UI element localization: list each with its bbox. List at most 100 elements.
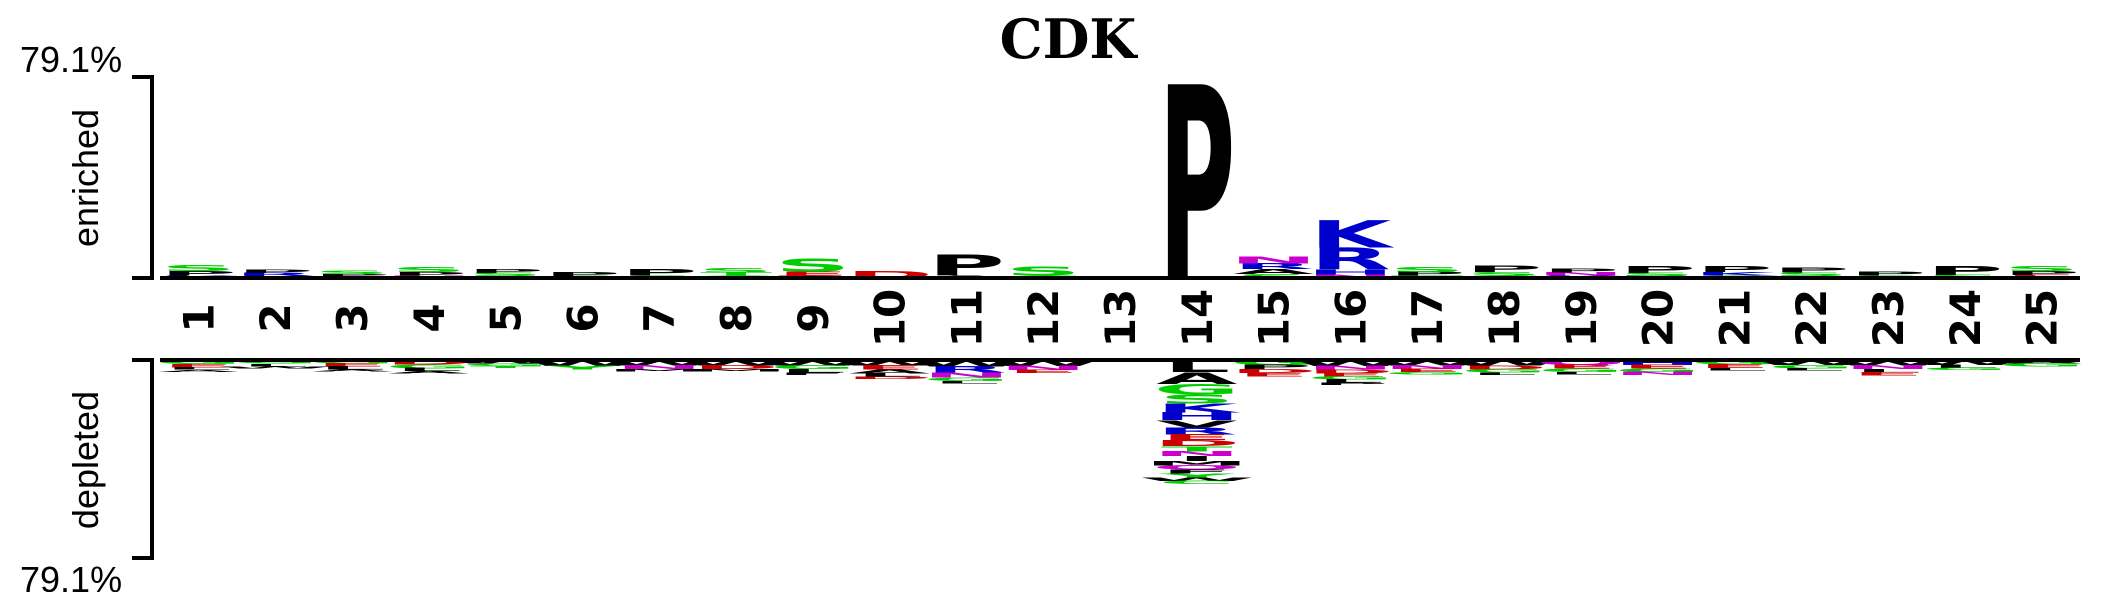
position-label-4: 4 [405, 303, 454, 332]
depleted-letter-11-L: L [933, 380, 1000, 384]
depleted-letter-11-W: W [908, 358, 1024, 368]
enriched-axis-label: enriched [65, 109, 106, 247]
depleted-letter-4-L: L [395, 367, 462, 372]
enriched-letter-25-S: S [2004, 264, 2080, 273]
enriched-letter-8-T: T [700, 272, 772, 277]
depleted-letter-16-W: W [1292, 358, 1408, 367]
enriched-letter-9-S: S [775, 255, 851, 275]
depleted-letter-21-G: G [1691, 359, 1777, 366]
depleted-letter-8-D: D [692, 364, 779, 370]
depleted-letter-19-Q: Q [1536, 359, 1626, 367]
depleted-letter-14-F: F [1161, 469, 1233, 475]
depleted-letter-14-W: W [1139, 477, 1255, 482]
enriched-letter-15-R: R [1233, 262, 1314, 271]
depleted-letter-15-G: G [1230, 359, 1316, 367]
depleted-letter-23-L: L [1854, 368, 1921, 373]
depleted-letter-11-N: N [922, 371, 1010, 379]
position-label-12: 12 [1019, 289, 1068, 347]
position-label-8: 8 [712, 303, 761, 332]
enriched-letter-7-P: P [621, 268, 698, 278]
depleted-letter-6-W: W [524, 358, 640, 367]
depleted-letter-10-E: E [854, 364, 926, 371]
depleted-letter-20-H: H [1614, 359, 1702, 367]
position-label-17: 17 [1403, 289, 1452, 347]
depleted-letter-23-W: W [1830, 359, 1946, 368]
depleted-letter-19-E: E [1545, 364, 1617, 370]
enriched-letter-9-E: E [777, 271, 849, 277]
depleted-letter-14-R: R [1156, 426, 1237, 437]
position-label-13: 13 [1096, 289, 1145, 347]
enriched-letter-12-S: S [1005, 264, 1081, 279]
depleted-letter-14-C: C [1158, 480, 1235, 485]
depleted-letter-7-M: M [607, 368, 712, 372]
depleted-letter-10-W: W [832, 359, 948, 368]
depleted-letter-14-Q: Q [1152, 464, 1242, 471]
depleted-letter-19-G: G [1538, 368, 1624, 373]
position-label-22: 22 [1787, 289, 1836, 347]
depleted-letter-23-E: E [1852, 372, 1924, 377]
enriched-letter-17-S: S [1389, 265, 1465, 274]
depleted-letter-1-E: E [162, 363, 234, 368]
baselines [160, 276, 2080, 362]
enriched-letter-3-P: P [313, 273, 390, 277]
depleted-letter-4-D: D [385, 359, 472, 366]
enriched-letter-23-P: P [1849, 271, 1926, 277]
depleted-letter-18-D: D [1460, 365, 1547, 371]
position-label-9: 9 [789, 303, 838, 332]
depleted-letter-16-G: G [1307, 376, 1393, 381]
depleted-axis-label: depleted [65, 391, 106, 529]
depleted-scale-bracket [132, 358, 154, 560]
depleted-letter-15-P: P [1235, 364, 1312, 371]
position-label-14: 14 [1173, 289, 1222, 347]
depleted-letter-14-V: V [1156, 418, 1238, 430]
depleted-letter-5-G: G [462, 363, 548, 367]
depleted-letter-19-L: L [1547, 371, 1614, 375]
depleted-letter-16-P: P [1312, 382, 1389, 386]
enriched-letter-21-P: P [1696, 265, 1773, 274]
enriched-letter-18-P: P [1465, 264, 1542, 274]
depleted-letter-24-G: G [1922, 367, 2008, 371]
depleted-letter-12-E: E [1007, 369, 1079, 374]
enriched-letter-17-P: P [1389, 271, 1466, 277]
depleted-letter-11-R: R [926, 365, 1007, 375]
depleted-letter-1-L: L [165, 367, 232, 371]
chart-title: CDK [1000, 7, 1139, 71]
enriched-letter-6-P: P [544, 271, 621, 277]
position-label-11: 11 [942, 289, 991, 347]
position-label-15: 15 [1250, 289, 1299, 347]
position-label-16: 16 [1326, 289, 1375, 347]
depleted-letter-22-G: G [1768, 364, 1854, 369]
depleted-letter-12-W: W [985, 358, 1101, 367]
enriched-letter-1-S: S [160, 263, 236, 272]
depleted-letter-16-D: D [1307, 369, 1394, 375]
depleted-letter-9-F: F [777, 372, 849, 376]
position-label-21: 21 [1710, 289, 1759, 347]
position-label-6: 6 [558, 303, 607, 332]
position-label-2: 2 [251, 303, 300, 332]
enriched-letter-2-P: P [237, 269, 314, 274]
position-label-25: 25 [2018, 289, 2067, 347]
depleted-letter-14-K: K [1156, 401, 1242, 415]
depleted-letter-20-N: N [1614, 371, 1702, 376]
depleted-letter-17-W: W [1369, 359, 1485, 368]
enriched-letter-21-K: K [1694, 271, 1780, 276]
depleted-letter-16-L: L [1317, 379, 1384, 384]
position-label-5: 5 [482, 303, 531, 332]
depleted-letter-14-G: G [1154, 381, 1240, 398]
depleted-letter-24-W: W [1907, 359, 2023, 367]
depleted-letter-15-D: D [1230, 368, 1317, 374]
position-label-10: 10 [866, 289, 915, 347]
position-label-1: 1 [174, 303, 223, 332]
enriched-letter-1-P: P [160, 270, 237, 277]
depleted-letter-5-T: T [470, 365, 542, 368]
enriched-letter-20-S: S [1620, 272, 1696, 277]
depleted-letter-14-S: S [1159, 392, 1235, 407]
depleted-letter-12-N: N [999, 365, 1087, 372]
enriched-letter-15-A: A [1233, 268, 1315, 276]
enriched-letter-5-P: P [467, 268, 544, 274]
enriched-letter-22-P: P [1773, 266, 1850, 274]
enriched-letter-3-S: S [314, 270, 390, 275]
depleted-letter-8-W: W [678, 359, 794, 368]
enriched-letter-19-P: P [1542, 268, 1619, 274]
depleted-letter-9-L: L [779, 368, 846, 373]
